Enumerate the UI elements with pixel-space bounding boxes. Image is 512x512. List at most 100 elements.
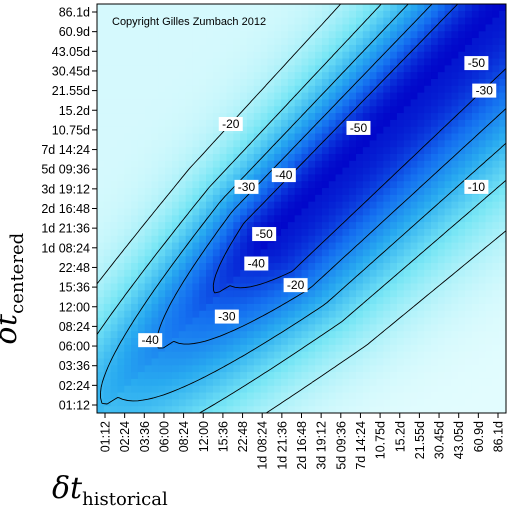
heatmap-cell (369, 378, 378, 387)
heatmap-cell (308, 17, 316, 26)
heatmap-cell (471, 51, 480, 60)
heatmap-cell (274, 140, 282, 148)
heatmap-cell (103, 92, 112, 101)
heatmap-cell (117, 256, 125, 264)
heatmap-cell (349, 147, 357, 155)
heatmap-cell (390, 58, 398, 66)
heatmap-cell (403, 338, 412, 346)
heatmap-cell (97, 140, 105, 148)
heatmap-cell (471, 351, 480, 360)
heatmap-cell (321, 378, 330, 387)
heatmap-cell (131, 324, 139, 332)
heatmap-cell (349, 194, 357, 203)
heatmap-cell (185, 174, 194, 182)
heatmap-cell (158, 310, 166, 319)
heatmap-cell (410, 153, 418, 162)
heatmap-cell (158, 344, 166, 353)
heatmap-cell (294, 65, 303, 73)
heatmap-cell (458, 338, 466, 346)
heatmap-cell (240, 249, 248, 257)
heatmap-cell (308, 106, 316, 114)
heatmap-cell (267, 65, 275, 73)
heatmap-cell (499, 283, 506, 291)
heatmap-cell (117, 385, 125, 394)
heatmap-cell (199, 78, 207, 87)
heatmap-cell (206, 92, 214, 101)
heatmap-cell (171, 297, 180, 305)
heatmap-cell (342, 338, 350, 346)
heatmap-cell (424, 51, 432, 60)
heatmap-cell (471, 194, 480, 203)
heatmap-cell (117, 92, 125, 101)
heatmap-cell (287, 378, 296, 387)
heatmap-cell (478, 167, 487, 176)
heatmap-cell (294, 194, 303, 203)
heatmap-cell (396, 344, 405, 353)
heatmap-cell (253, 222, 262, 230)
heatmap-cell (424, 160, 432, 169)
heatmap-cell (281, 31, 289, 39)
heatmap-cell (206, 378, 214, 387)
heatmap-cell (444, 126, 453, 135)
heatmap-cell (328, 201, 337, 210)
heatmap-cell (499, 92, 506, 101)
heatmap-cell (287, 126, 296, 135)
contour-label-box (464, 179, 489, 194)
heatmap-cell (308, 372, 316, 380)
heatmap-cell (281, 92, 289, 101)
heatmap-cell (390, 106, 398, 114)
heatmap-cell (199, 242, 207, 250)
heatmap-cell (212, 78, 221, 87)
heatmap-cell (192, 133, 200, 141)
heatmap-cell (403, 113, 412, 121)
heatmap-cell (485, 167, 493, 176)
heatmap-cell (301, 4, 309, 12)
heatmap-cell (492, 188, 500, 196)
x-tick-label: 08:24 (177, 421, 191, 452)
heatmap-cell (437, 317, 446, 325)
heatmap-cell (410, 167, 418, 176)
heatmap-cell (417, 44, 425, 53)
heatmap-cell (124, 174, 132, 182)
heatmap-cell (253, 276, 262, 285)
heatmap-cell (369, 140, 378, 148)
heatmap-cell (281, 113, 289, 121)
heatmap-cell (349, 153, 357, 162)
heatmap-cell (356, 153, 364, 162)
heatmap-cell (315, 113, 323, 121)
heatmap-cell (178, 147, 187, 155)
heatmap-cell (315, 378, 323, 387)
heatmap-cell (267, 17, 275, 26)
heatmap-cell (281, 228, 289, 237)
heatmap-cell (212, 235, 221, 244)
heatmap-cell (233, 242, 241, 250)
heatmap-cell (212, 303, 221, 312)
heatmap-cell (185, 365, 194, 373)
heatmap-cell (287, 188, 296, 196)
heatmap-cell (267, 99, 275, 107)
heatmap-cell (369, 99, 378, 107)
heatmap-cell (206, 147, 214, 155)
heatmap-cell (151, 297, 159, 305)
heatmap-cell (376, 31, 384, 39)
heatmap-cell (376, 153, 384, 162)
heatmap-cell (206, 365, 214, 373)
heatmap-cell (281, 338, 289, 346)
heatmap-cell (226, 38, 234, 46)
heatmap-cell (369, 58, 378, 66)
heatmap-cell (321, 4, 330, 12)
heatmap-cell (165, 297, 173, 305)
heatmap-cell (417, 276, 425, 285)
heatmap-cell (499, 344, 506, 353)
heatmap-cell (403, 256, 412, 264)
heatmap-cell (437, 303, 446, 312)
heatmap-cell (349, 372, 357, 380)
heatmap-cell (458, 194, 466, 203)
heatmap-cell (437, 72, 446, 80)
heatmap-cell (499, 269, 506, 278)
heatmap-cell (492, 324, 500, 332)
heatmap-cell (294, 188, 303, 196)
heatmap-cell (410, 85, 418, 94)
heatmap-cell (335, 10, 343, 19)
heatmap-cell (281, 160, 289, 169)
